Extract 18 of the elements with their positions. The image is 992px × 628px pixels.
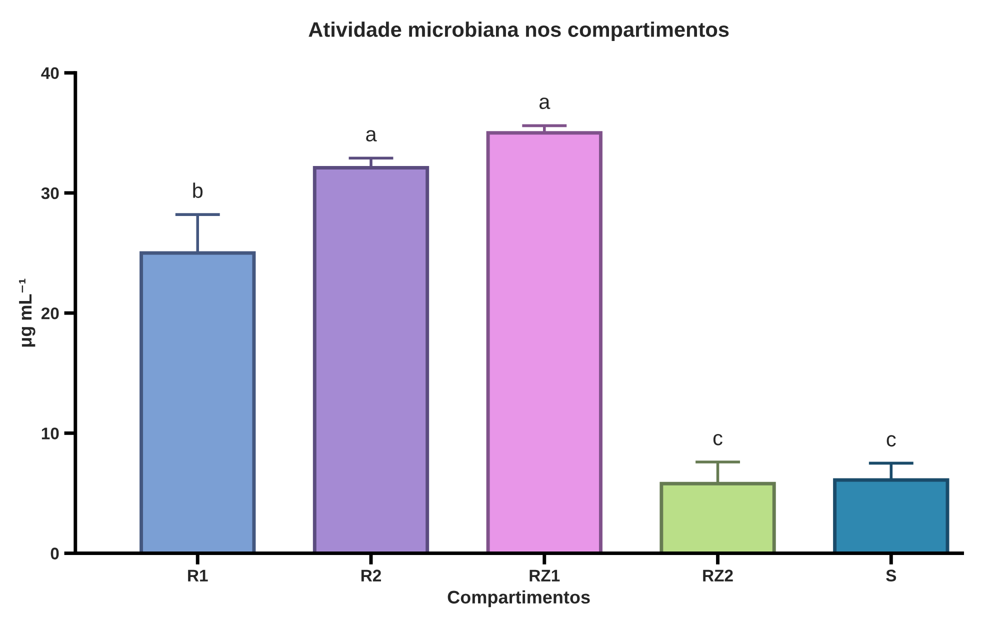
y-axis-title: μg mL⁻¹ bbox=[19, 278, 36, 347]
annotation: c bbox=[886, 435, 896, 447]
x-tick-label: RZ1 bbox=[530, 570, 560, 582]
annotation: c bbox=[713, 434, 722, 446]
x-tick-label: RZ2 bbox=[703, 570, 733, 582]
y-tick-label: 40 bbox=[41, 67, 59, 80]
x-tick-label: S bbox=[886, 570, 896, 582]
annotation: a bbox=[539, 98, 550, 110]
y-tick-label: 30 bbox=[41, 187, 59, 200]
annotation: b bbox=[193, 182, 203, 198]
annotation: a bbox=[366, 130, 377, 142]
x-tick-label: R1 bbox=[188, 570, 208, 582]
x-axis-title: Compartimentos bbox=[448, 590, 590, 608]
y-tick-label: 20 bbox=[41, 307, 59, 320]
y-tick-label: 0 bbox=[50, 548, 59, 560]
y-tick-label: 10 bbox=[42, 428, 59, 440]
chart-title: Atividade microbiana nos compartimentos bbox=[308, 22, 729, 42]
x-tick-label: R2 bbox=[361, 570, 381, 582]
